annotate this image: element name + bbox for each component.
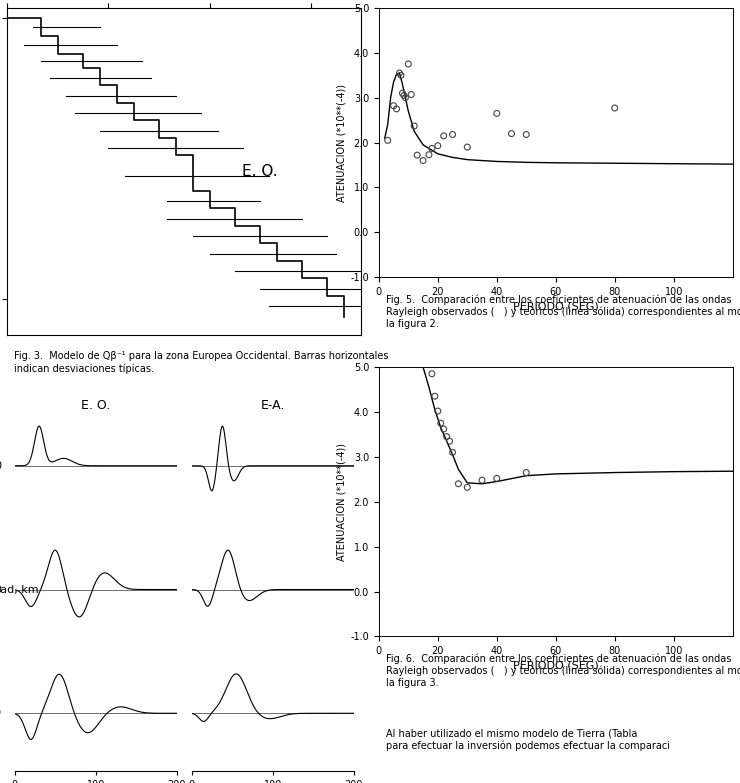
X-axis label: PERIODO (SEG): PERIODO (SEG) [513,301,599,311]
Title: E-A.: E-A. [260,399,285,412]
Point [432,139,444,152]
Point [438,129,450,142]
Text: Fig. 5.  Comparación entre los coeficientes de atenuación de las ondas
Rayleigh : Fig. 5. Comparación entre los coeficient… [386,294,740,329]
Point [408,120,420,132]
Point [406,88,417,101]
Point [609,102,621,114]
Point [447,128,459,141]
Text: Fig. 6.  Comparación entre los coeficientes de atenuación de las ondas
Rayleigh : Fig. 6. Comparación entre los coeficient… [386,654,740,688]
Text: E. O.: E. O. [242,164,278,179]
Point [426,143,438,155]
Point [520,128,532,141]
Point [441,431,453,443]
Point [435,417,447,429]
Point [391,103,403,115]
Point [397,87,408,99]
Point [400,92,411,104]
Point [438,423,450,435]
Text: 20: 20 [0,460,1,471]
Point [429,390,441,402]
Point [432,405,444,417]
Text: Profundidad, km: Profundidad, km [0,585,38,594]
Point [461,141,473,153]
Point [476,474,488,486]
Title: E. O.: E. O. [81,399,110,412]
X-axis label: PERIODO (SEG): PERIODO (SEG) [513,660,599,670]
Point [453,478,465,490]
Point [447,446,459,459]
Point [444,435,456,447]
Point [491,107,502,120]
Point [520,467,532,479]
Point [395,69,407,81]
Point [403,58,414,70]
Point [388,99,400,112]
Point [423,149,435,161]
Point [491,472,502,485]
Text: 60: 60 [0,585,1,594]
Point [398,89,410,102]
Point [426,367,438,380]
Point [394,67,406,79]
Point [411,149,423,161]
Text: Fig. 3.  Modelo de Qβ⁻¹ para la zona Europea Occidental. Barras horizontales
ind: Fig. 3. Modelo de Qβ⁻¹ para la zona Euro… [15,352,389,373]
Point [417,154,429,167]
Point [461,481,473,493]
Point [505,128,517,140]
Y-axis label: ATENUACION (*10**(-4)): ATENUACION (*10**(-4)) [336,84,346,201]
Text: Al haber utilizado el mismo modelo de Tierra (Tabla
para efectuar la inversión p: Al haber utilizado el mismo modelo de Ti… [386,729,670,751]
Text: 80: 80 [0,709,1,718]
Y-axis label: ATENUACION (*10**(-4)): ATENUACION (*10**(-4)) [336,442,346,561]
Point [382,134,394,146]
